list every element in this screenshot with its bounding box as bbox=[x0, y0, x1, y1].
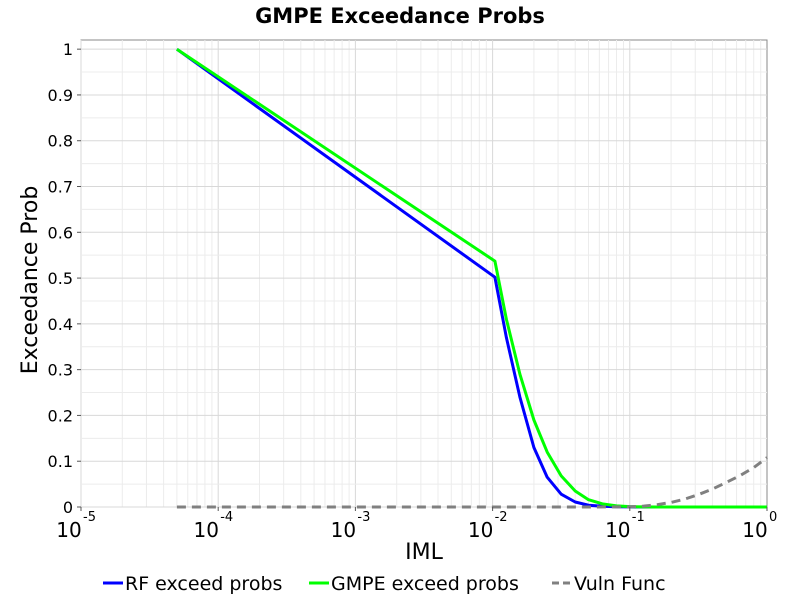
x-tick-base: 10 bbox=[193, 518, 218, 542]
x-tick-label: 10-3 bbox=[331, 510, 371, 542]
y-tick-label: 0.7 bbox=[48, 178, 73, 197]
x-tick-base: 10 bbox=[742, 518, 767, 542]
y-axis-ticks: 0 0.1 0.2 0.3 0.4 0.5 0.6 0.7 0.8 0.9 1 bbox=[48, 40, 81, 517]
grid-lines bbox=[80, 40, 767, 508]
series-line-vuln-func bbox=[176, 456, 768, 509]
x-tick-exponent: -4 bbox=[220, 510, 233, 525]
y-tick-label: 1 bbox=[63, 40, 73, 59]
x-tick-base: 10 bbox=[468, 518, 493, 542]
y-tick-label: 0.3 bbox=[48, 361, 73, 380]
x-tick-base: 10 bbox=[331, 518, 356, 542]
chart-title: GMPE Exceedance Probs bbox=[255, 4, 545, 28]
x-tick-label: 10-2 bbox=[468, 510, 508, 542]
legend: RF exceed probs GMPE exceed probs Vuln Fun… bbox=[103, 573, 666, 595]
legend-label: RF exceed probs bbox=[125, 573, 282, 595]
x-tick-label: 10-4 bbox=[193, 510, 233, 542]
y-tick-label: 0.2 bbox=[48, 406, 73, 425]
series-layer bbox=[176, 47, 768, 509]
x-tick-label: 10-1 bbox=[605, 510, 645, 542]
x-tick-exponent: -5 bbox=[83, 510, 96, 525]
series-line-gmpe-exceed-probs bbox=[176, 47, 767, 509]
x-tick-exponent: -1 bbox=[632, 510, 645, 525]
x-axis-label: IML bbox=[405, 540, 443, 565]
y-tick-label: 0.9 bbox=[48, 86, 73, 105]
y-tick-label: 0.5 bbox=[48, 269, 73, 288]
x-tick-label: 100 bbox=[742, 510, 777, 542]
x-tick-base: 10 bbox=[56, 518, 81, 542]
x-tick-exponent: 0 bbox=[769, 510, 777, 525]
x-tick-label: 10-5 bbox=[56, 510, 96, 542]
x-tick-base: 10 bbox=[605, 518, 630, 542]
y-tick-label: 0.1 bbox=[48, 452, 73, 471]
y-tick-label: 0 bbox=[63, 498, 73, 517]
legend-label: Vuln Func bbox=[574, 573, 666, 595]
y-tick-label: 0.4 bbox=[48, 315, 73, 334]
y-tick-label: 0.6 bbox=[48, 223, 73, 242]
x-tick-exponent: -2 bbox=[495, 510, 508, 525]
plot-area bbox=[80, 39, 768, 508]
x-tick-exponent: -3 bbox=[357, 510, 370, 525]
y-axis-label: Exceedance Prob bbox=[18, 186, 43, 375]
legend-label: GMPE exceed probs bbox=[331, 573, 519, 595]
y-tick-label: 0.8 bbox=[48, 132, 73, 151]
